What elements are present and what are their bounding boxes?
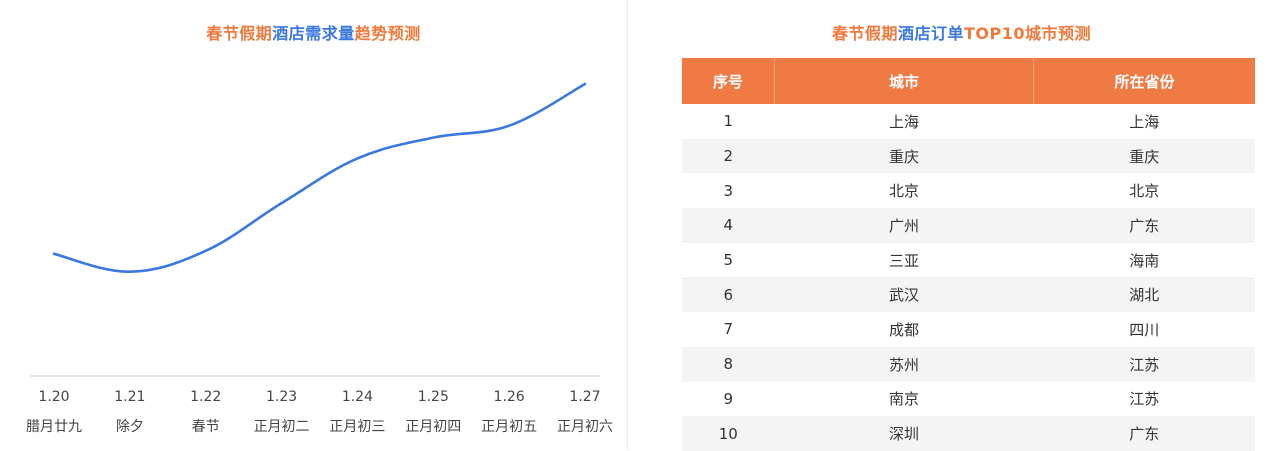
cell-city: 深圳 bbox=[774, 416, 1034, 451]
x-category-label: 腊月廿九 bbox=[26, 419, 82, 435]
x-tick-label: 1.24 bbox=[342, 389, 373, 405]
x-tick-label: 1.27 bbox=[569, 389, 600, 405]
x-category-label: 正月初二 bbox=[254, 418, 310, 435]
cell-rank: 1 bbox=[723, 112, 734, 131]
cell-province: 北京 bbox=[1129, 182, 1160, 201]
table-row: 9 南京 江苏 bbox=[682, 382, 1255, 417]
cell-province: 上海 bbox=[1129, 112, 1160, 131]
table-row: 4 广州 广东 bbox=[682, 208, 1255, 243]
cell-province: 广东 bbox=[1033, 208, 1255, 243]
x-category-label: 春节 bbox=[192, 419, 220, 435]
table-row: 6 武汉 湖北 bbox=[682, 277, 1255, 313]
cell-rank: 10 bbox=[682, 416, 775, 451]
x-tick-label: 1.22 bbox=[190, 389, 221, 405]
x-tick-label: 1.26 bbox=[494, 389, 525, 405]
table-row: 3 北京 北京 bbox=[682, 173, 1255, 208]
table-row: 10 深圳 广东 bbox=[682, 416, 1255, 451]
table-row: 8 苏州 江苏 bbox=[682, 346, 1255, 382]
cell-province: 广东 bbox=[1033, 416, 1255, 451]
series-line-demand bbox=[52, 82, 587, 274]
cell-city: 武汉 bbox=[774, 277, 1034, 313]
table-row: 2 重庆 重庆 bbox=[682, 138, 1255, 174]
cell-rank: 6 bbox=[682, 277, 775, 313]
cell-province: 湖北 bbox=[1033, 277, 1255, 313]
header-city: 城市 bbox=[774, 58, 1034, 104]
chart-title-part-1: 春节假期 bbox=[206, 24, 273, 43]
table-title-part-2: 酒店订单 bbox=[897, 24, 964, 43]
cell-city: 广州 bbox=[774, 208, 1034, 243]
cell-province: 江苏 bbox=[1129, 390, 1160, 409]
cell-city: 北京 bbox=[888, 182, 919, 201]
table-row: 5 三亚 海南 bbox=[682, 243, 1255, 278]
cell-city: 重庆 bbox=[774, 138, 1034, 174]
x-category-label: 正月初四 bbox=[405, 418, 461, 435]
cell-rank: 2 bbox=[682, 138, 775, 174]
cell-rank: 4 bbox=[682, 208, 775, 243]
x-tick-label: 1.23 bbox=[266, 389, 297, 405]
x-category-label: 正月初六 bbox=[557, 418, 613, 435]
x-category-label: 正月初三 bbox=[329, 418, 385, 435]
line-chart: 1.20 1.21 1.22 1.23 1.24 1.25 1.26 1.27 腊月廿九 除夕 春… bbox=[26, 82, 613, 435]
x-axis-ticks: 1.20 1.21 1.22 1.23 1.24 1.25 1.26 1.27 bbox=[38, 389, 600, 405]
cell-city: 南京 bbox=[888, 390, 919, 409]
top10-cities-table: 序号 城市 所在省份 1 上海 上海 2 重庆 重庆 3 北京 北京 4 广州 广东 5 三亚 海南… bbox=[682, 58, 1255, 451]
header-province: 所在省份 bbox=[1033, 58, 1255, 104]
cell-province: 江苏 bbox=[1033, 346, 1255, 382]
trend-chart-panel: 春节假期酒店需求量趋势预测 1.20 1.21 1.22 1.23 1.24 1.25 1.… bbox=[0, 0, 627, 450]
cell-city: 上海 bbox=[888, 112, 919, 131]
cell-province: 四川 bbox=[1129, 320, 1160, 339]
cell-city: 三亚 bbox=[888, 251, 919, 270]
x-tick-label: 1.20 bbox=[38, 389, 69, 405]
x-category-label: 正月初五 bbox=[481, 418, 537, 435]
chart-title-part-2: 酒店需求量 bbox=[272, 24, 355, 43]
cell-rank: 5 bbox=[723, 251, 734, 270]
x-tick-label: 1.25 bbox=[418, 389, 449, 405]
x-category-label: 除夕 bbox=[116, 419, 144, 435]
cell-rank: 9 bbox=[723, 389, 734, 408]
cell-rank: 3 bbox=[723, 181, 734, 200]
table-title-part-1: 春节假期 bbox=[831, 24, 898, 43]
header-rank: 序号 bbox=[682, 58, 775, 104]
cell-province: 海南 bbox=[1129, 251, 1160, 270]
table-header-row: 序号 城市 所在省份 bbox=[682, 58, 1255, 104]
table-title: 春节假期酒店订单TOP10城市预测 bbox=[655, 20, 1268, 44]
table-row: 1 上海 上海 bbox=[682, 104, 1255, 139]
table-row: 7 成都 四川 bbox=[682, 312, 1255, 347]
cell-city: 成都 bbox=[888, 320, 919, 339]
table-title-part-3: TOP10城市预测 bbox=[964, 24, 1092, 43]
x-axis-categories: 腊月廿九 除夕 春节 正月初二 正月初三 正月初四 正月初五 正月初六 bbox=[26, 418, 613, 435]
cell-province: 重庆 bbox=[1033, 138, 1255, 174]
chart-title: 春节假期酒店需求量趋势预测 bbox=[0, 20, 627, 44]
panel-divider bbox=[627, 0, 628, 450]
cell-rank: 7 bbox=[723, 320, 734, 339]
top10-table-panel: 春节假期酒店订单TOP10城市预测 序号 城市 所在省份 1 上海 上海 2 重庆 重庆… bbox=[655, 0, 1268, 451]
chart-title-part-3: 趋势预测 bbox=[354, 24, 421, 43]
x-tick-label: 1.21 bbox=[114, 389, 145, 405]
cell-city: 苏州 bbox=[774, 346, 1034, 382]
cell-rank: 8 bbox=[682, 346, 775, 382]
